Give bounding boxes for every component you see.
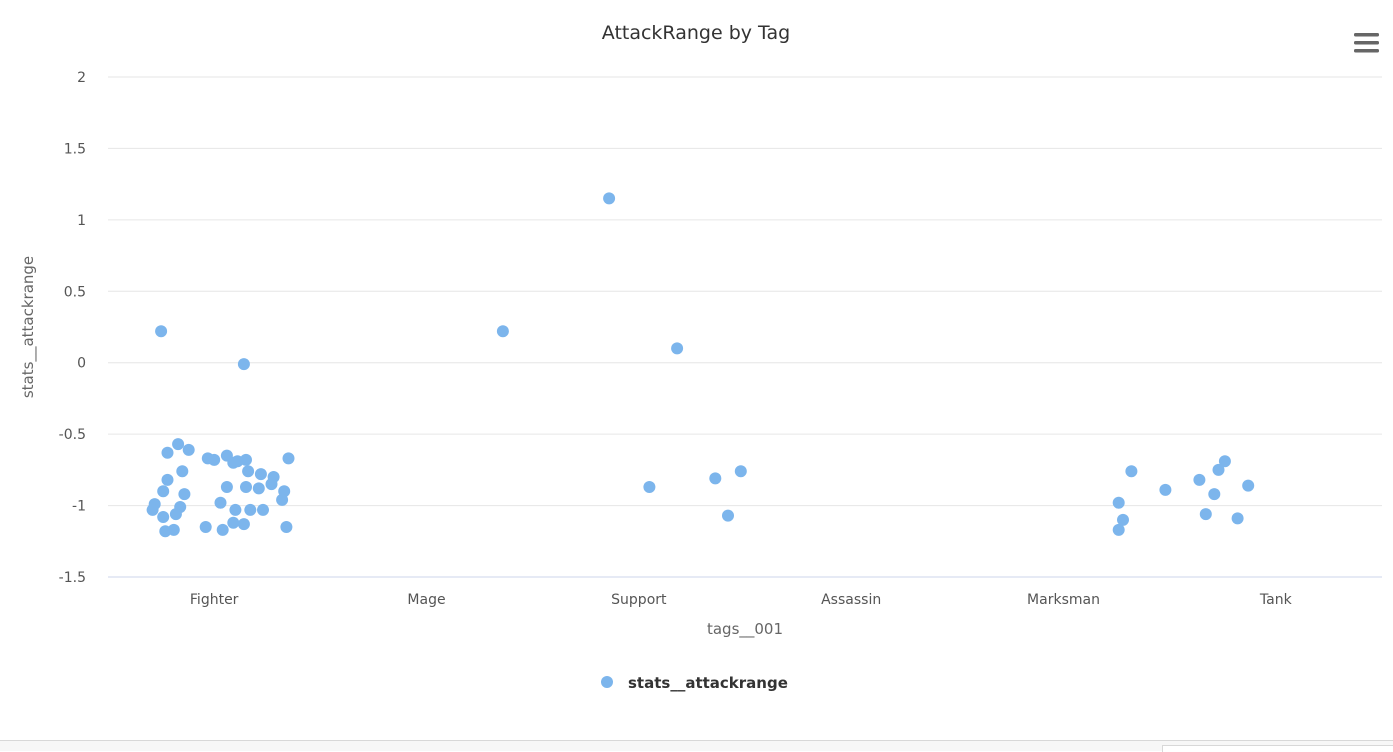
data-point[interactable] <box>240 453 252 466</box>
data-point[interactable] <box>1112 496 1125 509</box>
x-tick-label: Mage <box>407 592 445 608</box>
data-point[interactable] <box>157 485 170 498</box>
x-tick-label: Assassin <box>821 592 881 608</box>
gridlines <box>108 76 1382 578</box>
bottom-right-panel-edge <box>1162 745 1393 752</box>
x-tick-label: Tank <box>1259 592 1293 608</box>
y-tick-label: 1 <box>77 213 86 229</box>
data-point[interactable] <box>216 523 229 536</box>
data-point[interactable] <box>1193 473 1206 486</box>
data-point[interactable] <box>1242 479 1255 492</box>
hamburger-menu-icon[interactable] <box>1352 30 1382 56</box>
data-point[interactable] <box>229 503 242 516</box>
data-point[interactable] <box>280 521 293 533</box>
x-tick-label: Support <box>611 592 667 608</box>
data-point[interactable] <box>220 481 233 493</box>
data-point[interactable] <box>237 518 250 531</box>
y-tick-label: -0.5 <box>59 427 86 443</box>
chart-title: AttackRange by Tag <box>602 22 790 44</box>
data-point[interactable] <box>157 511 170 523</box>
y-tick-label: 1.5 <box>64 141 86 157</box>
data-point[interactable] <box>252 482 265 495</box>
data-point[interactable] <box>178 488 191 501</box>
data-point[interactable] <box>146 503 159 516</box>
data-point[interactable] <box>1212 463 1225 476</box>
data-point[interactable] <box>722 509 734 522</box>
data-point[interactable] <box>169 508 182 521</box>
y-tick-label: 2 <box>77 70 86 86</box>
x-tick-label: Marksman <box>1027 592 1100 608</box>
y-tick-label: 0.5 <box>64 284 86 300</box>
data-point[interactable] <box>282 452 295 465</box>
data-point[interactable] <box>237 358 250 371</box>
data-point[interactable] <box>1231 512 1244 525</box>
data-point[interactable] <box>155 325 168 338</box>
x-axis-ticks: Fighter Mage Support Assassin Marksman Tank <box>190 592 1293 608</box>
data-point[interactable] <box>227 456 240 469</box>
data-point[interactable] <box>1208 488 1221 501</box>
y-tick-label: -1.5 <box>59 570 86 586</box>
data-point[interactable] <box>242 465 255 478</box>
data-point[interactable] <box>161 473 174 486</box>
data-point[interactable] <box>208 453 221 466</box>
data-point[interactable] <box>257 503 269 516</box>
data-point[interactable] <box>172 438 185 451</box>
data-point[interactable] <box>603 192 616 205</box>
data-point[interactable] <box>643 481 656 493</box>
data-point[interactable] <box>1218 455 1231 468</box>
data-point[interactable] <box>1125 465 1138 478</box>
window-bottom-bar <box>0 740 1393 752</box>
legend[interactable]: stats__attackrange <box>601 674 788 692</box>
data-point[interactable] <box>244 503 257 516</box>
data-point[interactable] <box>1112 523 1125 536</box>
data-point[interactable] <box>671 342 684 355</box>
data-point[interactable] <box>709 472 722 485</box>
y-tick-label: -1 <box>72 499 86 515</box>
data-point[interactable] <box>227 516 240 529</box>
legend-label: stats__attackrange <box>628 674 788 692</box>
data-points <box>146 192 1255 538</box>
data-point[interactable] <box>214 496 227 509</box>
data-point[interactable] <box>240 481 252 493</box>
x-axis-title: tags__001 <box>707 620 783 639</box>
data-point[interactable] <box>254 468 267 481</box>
data-point[interactable] <box>1117 513 1129 526</box>
data-point[interactable] <box>167 523 180 536</box>
x-tick-label: Fighter <box>190 592 239 608</box>
data-point[interactable] <box>182 443 195 456</box>
data-point[interactable] <box>276 493 289 506</box>
data-point[interactable] <box>176 465 189 478</box>
y-axis-title: stats__attackrange <box>19 256 38 398</box>
data-point[interactable] <box>161 446 174 459</box>
data-point[interactable] <box>199 521 212 533</box>
y-axis-ticks: 2 1.5 1 0.5 0 -0.5 -1 -1.5 <box>59 70 86 586</box>
data-point[interactable] <box>496 325 509 338</box>
data-point[interactable] <box>734 465 747 478</box>
legend-marker <box>601 676 613 688</box>
data-point[interactable] <box>1159 483 1172 496</box>
data-point[interactable] <box>1199 508 1212 521</box>
data-point[interactable] <box>265 478 278 491</box>
y-tick-label: 0 <box>77 356 86 372</box>
